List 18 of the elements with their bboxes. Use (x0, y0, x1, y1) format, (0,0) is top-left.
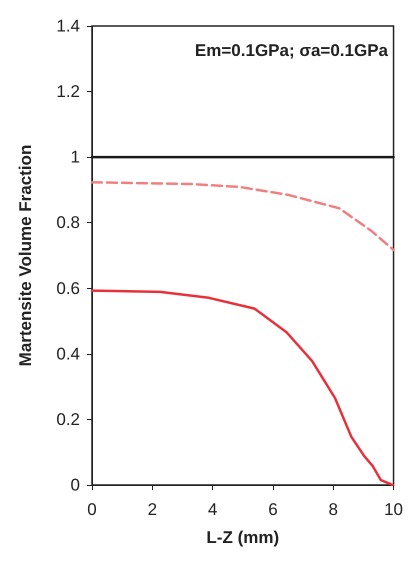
line-series (90, 181, 395, 252)
y-tick-label: 0.2 (56, 410, 80, 429)
x-axis-title: L-Z (mm) (206, 528, 280, 547)
y-tick-label: 0.4 (56, 344, 80, 364)
x-tick-label: 4 (208, 500, 218, 519)
y-tick-label: 1.4 (56, 16, 80, 36)
x-tick-label: 2 (148, 500, 158, 519)
y-axis-title: Martensite Volume Fraction (16, 144, 35, 366)
y-tick-label: 0.6 (56, 278, 80, 298)
x-tick-label: 10 (384, 500, 404, 519)
y-tick-label: 0 (70, 476, 80, 494)
x-tick-label: 0 (87, 500, 97, 519)
y-tick-label: 1 (70, 148, 80, 167)
y-tick-label: 0.8 (56, 213, 80, 232)
annotation: Em=0.1GPa; σa=0.1GPa (194, 41, 389, 60)
y-tick-label: 1.2 (56, 82, 80, 102)
x-tick-label: 8 (328, 500, 338, 519)
x-tick-label: 6 (268, 500, 278, 519)
